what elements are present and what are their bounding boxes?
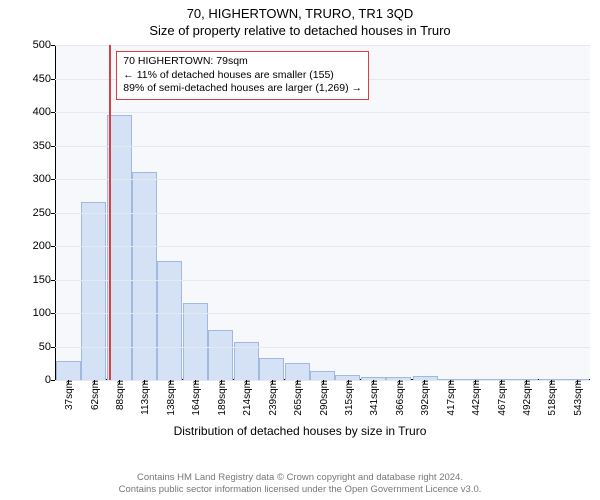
gridline-h — [55, 280, 590, 281]
x-tick-label: 37sqm — [62, 380, 75, 410]
histogram-bar — [56, 361, 81, 380]
chart-container: Number of detached properties 0501001502… — [0, 40, 600, 440]
y-tick-mark — [51, 213, 55, 214]
footer-line-2: Contains public sector information licen… — [0, 484, 600, 496]
x-tick-label: 518sqm — [545, 380, 558, 416]
x-tick-label: 290sqm — [317, 380, 330, 416]
x-tick-label: 366sqm — [393, 380, 406, 416]
gridline-h — [55, 112, 590, 113]
x-axis-label: Distribution of detached houses by size … — [0, 424, 600, 438]
footer-line-1: Contains HM Land Registry data © Crown c… — [0, 472, 600, 484]
histogram-bar — [132, 172, 157, 380]
x-tick-label: 442sqm — [469, 380, 482, 416]
y-tick-mark — [51, 79, 55, 80]
histogram-bar — [208, 330, 233, 380]
annotation-box: 70 HIGHERTOWN: 79sqm← 11% of detached ho… — [116, 51, 369, 100]
x-tick-label: 138sqm — [164, 380, 177, 416]
gridline-h — [55, 179, 590, 180]
gridline-h — [55, 213, 590, 214]
x-tick-label: 392sqm — [418, 380, 431, 416]
x-tick-label: 543sqm — [571, 380, 584, 416]
gridline-h — [55, 45, 590, 46]
x-tick-label: 113sqm — [138, 380, 151, 415]
x-tick-label: 341sqm — [367, 380, 380, 416]
histogram-bar — [234, 342, 259, 380]
histogram-bar — [81, 202, 106, 380]
property-marker-line — [109, 45, 111, 380]
x-tick-label: 467sqm — [495, 380, 508, 416]
x-tick-label: 62sqm — [88, 380, 101, 410]
histogram-bar — [285, 363, 310, 380]
histogram-bar — [310, 371, 335, 380]
attribution-footer: Contains HM Land Registry data © Crown c… — [0, 472, 600, 496]
annotation-line-1: 70 HIGHERTOWN: 79sqm — [123, 55, 362, 69]
y-tick-mark — [51, 347, 55, 348]
y-tick-mark — [51, 112, 55, 113]
y-tick-mark — [51, 313, 55, 314]
x-tick-label: 492sqm — [520, 380, 533, 416]
chart-title-sub: Size of property relative to detached ho… — [0, 21, 600, 40]
y-tick-mark — [51, 246, 55, 247]
x-tick-label: 164sqm — [189, 380, 202, 416]
plot-area: 05010015020025030035040045050037sqm62sqm… — [55, 45, 590, 380]
x-tick-label: 417sqm — [444, 380, 457, 416]
y-tick-mark — [51, 280, 55, 281]
x-tick-label: 214sqm — [240, 380, 253, 416]
x-tick-label: 265sqm — [291, 380, 304, 416]
x-tick-label: 88sqm — [113, 380, 126, 410]
y-tick-mark — [51, 179, 55, 180]
x-tick-label: 239sqm — [266, 380, 279, 416]
annotation-line-3: 89% of semi-detached houses are larger (… — [123, 82, 362, 96]
y-tick-mark — [51, 380, 55, 381]
gridline-h — [55, 313, 590, 314]
x-tick-label: 189sqm — [215, 380, 228, 416]
y-tick-mark — [51, 45, 55, 46]
y-tick-mark — [51, 146, 55, 147]
gridline-h — [55, 246, 590, 247]
annotation-line-2: ← 11% of detached houses are smaller (15… — [123, 69, 362, 83]
gridline-h — [55, 146, 590, 147]
histogram-bar — [183, 303, 208, 380]
x-tick-label: 315sqm — [342, 380, 355, 416]
gridline-h — [55, 347, 590, 348]
chart-title-main: 70, HIGHERTOWN, TRURO, TR1 3QD — [0, 0, 600, 21]
histogram-bar — [259, 358, 284, 380]
